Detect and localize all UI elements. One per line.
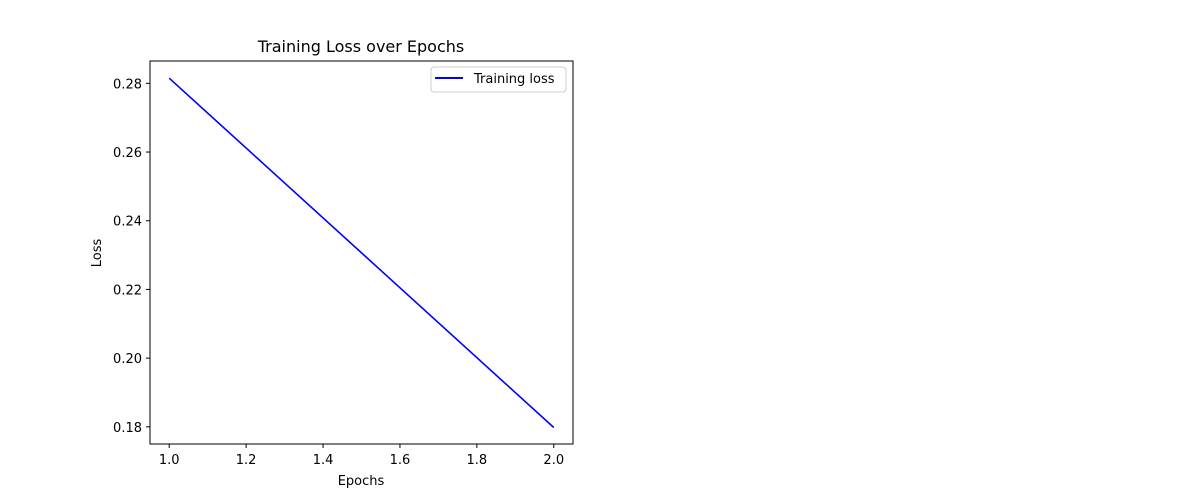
legend-label-training-loss: Training loss — [473, 72, 555, 87]
x-tick-label: 1.8 — [467, 453, 488, 468]
legend-box — [430, 66, 567, 93]
y-tick-label: 0.24 — [113, 215, 142, 230]
y-tick-label: 0.18 — [113, 421, 142, 436]
chart-title: Training Loss over Epochs — [257, 37, 465, 56]
y-axis: 0.18 0.20 0.22 0.24 0.26 0.28 — [113, 77, 150, 436]
plot-frame — [149, 60, 574, 445]
series-layer — [168, 77, 555, 429]
x-axis: 1.0 1.2 1.4 1.6 1.8 2.0 — [159, 444, 564, 468]
legend: Training loss — [430, 66, 567, 93]
y-axis-label: Loss — [90, 239, 105, 268]
y-tick-label: 0.26 — [113, 146, 142, 161]
x-tick-label: 1.2 — [236, 453, 257, 468]
x-axis-label: Epochs — [338, 474, 385, 489]
x-tick-label: 1.6 — [390, 453, 411, 468]
y-tick-label: 0.22 — [113, 283, 142, 298]
x-tick-label: 1.4 — [313, 453, 334, 468]
series-line-training-loss — [168, 77, 555, 429]
x-tick-label: 2.0 — [543, 453, 564, 468]
y-tick-label: 0.20 — [113, 352, 142, 367]
y-tick-label: 0.28 — [113, 77, 142, 92]
x-tick-label: 1.0 — [159, 453, 180, 468]
